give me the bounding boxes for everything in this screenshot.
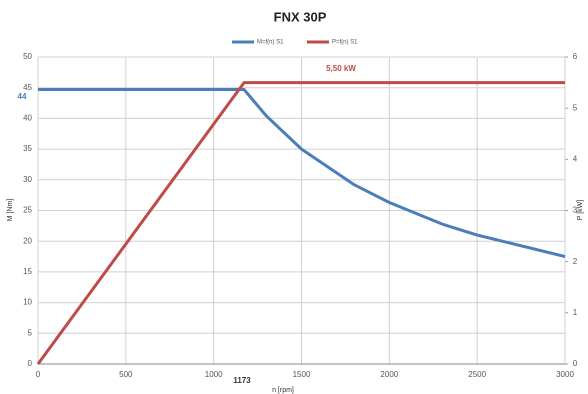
legend-label: P=f(n) S1 (332, 40, 358, 46)
x-tick-label: 0 (36, 370, 41, 379)
y2-tick-label: 2 (573, 257, 578, 266)
y-tick-label: 20 (23, 236, 32, 245)
y-tick-label: 15 (23, 267, 32, 276)
x-tick-label: 1000 (205, 370, 223, 379)
annotation: 5,50 kW (326, 64, 356, 73)
y2-tick-label: 1 (573, 308, 578, 317)
y-tick-label: 45 (23, 83, 32, 92)
y2-tick-label: 0 (573, 359, 578, 368)
y-tick-label: 50 (23, 52, 32, 61)
x-axis-label: n [rpm] (272, 387, 294, 394)
y2-axis-label: P [kW] (577, 200, 584, 221)
legend-label: M=f(n) S1 (257, 40, 284, 46)
x-tick-label: 2500 (468, 370, 486, 379)
x-tick-label: 1500 (293, 370, 311, 379)
y-tick-label: 10 (23, 298, 32, 307)
y-axis-label: M [Nm] (7, 199, 14, 222)
y-tick-label: 35 (23, 144, 32, 153)
x-tick-label: 3000 (556, 370, 574, 379)
y2-tick-label: 4 (573, 154, 578, 163)
annotation: 1173 (233, 376, 251, 385)
y-tick-label: 0 (28, 359, 33, 368)
series-line (36, 81, 565, 365)
y2-tick-label: 3 (573, 206, 578, 215)
series-line (38, 88, 566, 259)
y2-tick-label: 6 (573, 52, 578, 61)
y-tick-label: 25 (23, 206, 32, 215)
x-tick-label: 2000 (380, 370, 398, 379)
annotation: 44 (18, 92, 27, 101)
chart-title: FNX 30P (274, 9, 327, 24)
x-tick-label: 500 (119, 370, 133, 379)
y-tick-label: 40 (23, 114, 32, 123)
y-tick-label: 30 (23, 175, 32, 184)
y2-tick-label: 5 (573, 103, 578, 112)
y-tick-label: 5 (28, 328, 33, 337)
